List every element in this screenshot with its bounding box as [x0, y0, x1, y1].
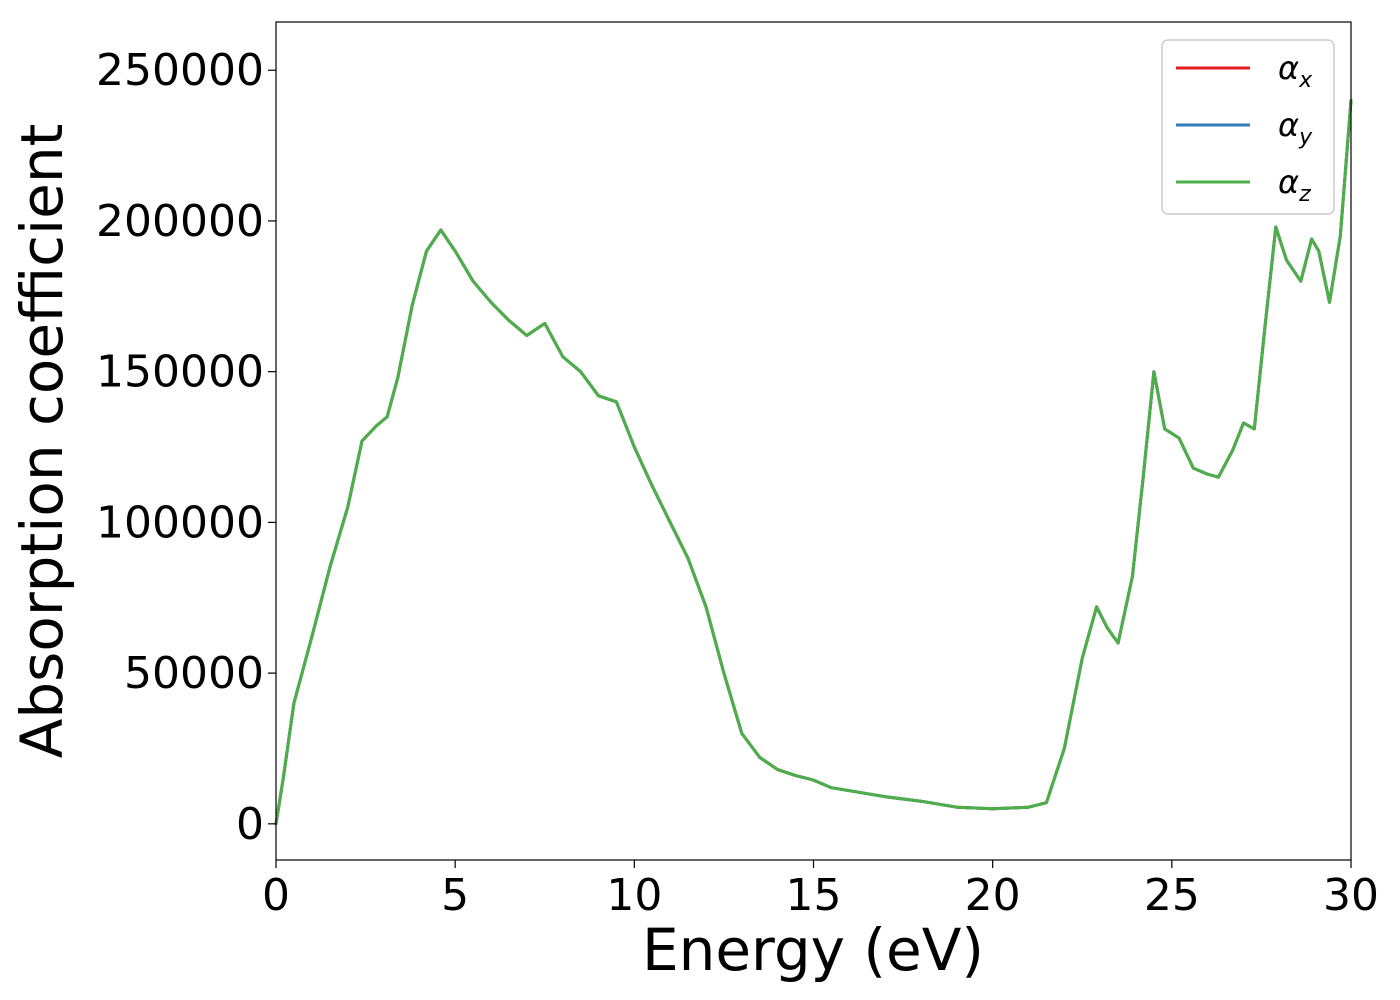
legend-label: αx: [1278, 49, 1313, 93]
x-tick-label: 25: [1144, 870, 1200, 921]
y-tick-label: 200000: [96, 196, 264, 247]
y-tick-label: 50000: [124, 648, 264, 699]
series-line-3: [274, 98, 1353, 826]
x-tick-label: 20: [965, 870, 1021, 921]
y-axis-ticks: 0 50000 100000 150000 200000 250000: [96, 45, 276, 850]
x-axis-title: Energy (eV): [642, 916, 984, 984]
y-tick-label: 150000: [96, 347, 264, 398]
y-tick-label: 100000: [96, 497, 264, 548]
legend-label-subscript: x: [1298, 68, 1313, 93]
legend-label-subscript: y: [1298, 125, 1313, 150]
x-tick-label: 15: [786, 870, 842, 921]
x-axis-ticks: 0 5 10 15 20 25 30: [262, 860, 1379, 921]
x-tick-label: 10: [606, 870, 662, 921]
series-layer: [274, 98, 1353, 826]
y-tick-label: 0: [236, 799, 264, 850]
legend-label-subscript: z: [1298, 182, 1311, 207]
legend-label: αy: [1278, 106, 1313, 150]
y-axis-title: Absorption coefficient: [8, 124, 76, 759]
legend-label-symbol: α: [1278, 49, 1299, 87]
x-tick-label: 0: [262, 870, 290, 921]
x-tick-label: 5: [441, 870, 469, 921]
legend-box: [1161, 39, 1335, 215]
y-tick-label: 250000: [96, 45, 264, 96]
legend-label-symbol: α: [1278, 163, 1299, 201]
legend-label: αz: [1278, 163, 1311, 207]
legend-label-symbol: α: [1278, 106, 1299, 144]
x-tick-label: 30: [1323, 870, 1379, 921]
